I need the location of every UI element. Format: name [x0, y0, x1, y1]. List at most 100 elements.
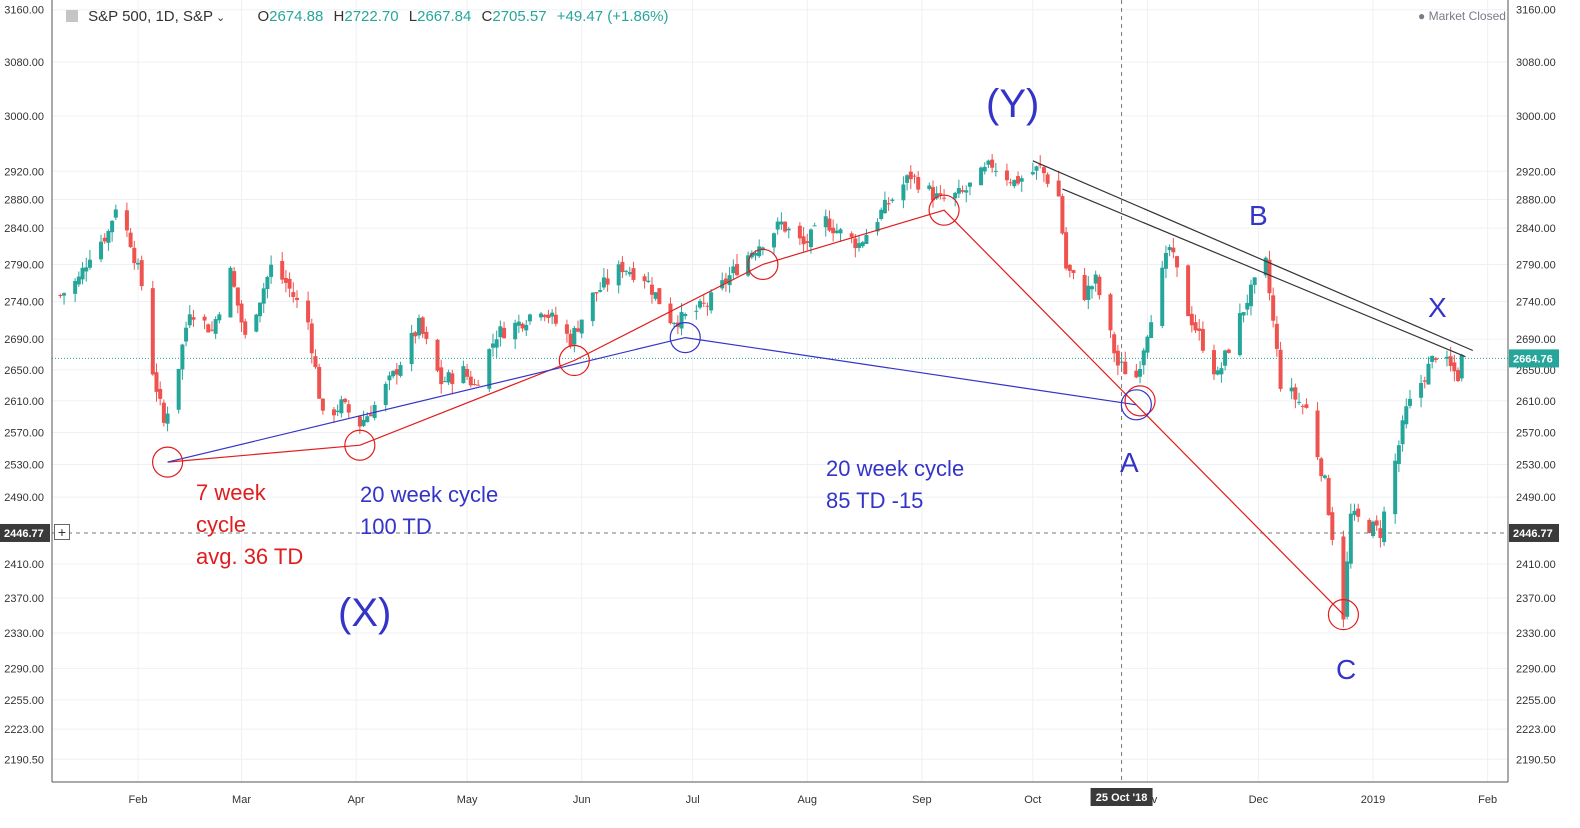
- annotation-wave-y-paren: (Y): [986, 82, 1039, 126]
- candle-body: [705, 305, 710, 307]
- candle-body: [1241, 312, 1246, 316]
- y-tick-label-right: 2330.00: [1516, 628, 1556, 640]
- candle-body: [1456, 370, 1461, 382]
- candle-body: [1108, 294, 1113, 331]
- candle-body: [823, 216, 828, 228]
- candle-body: [546, 314, 551, 318]
- candle-body: [594, 292, 599, 294]
- candle-body: [1089, 286, 1094, 290]
- candle-body: [1123, 361, 1128, 375]
- candle-body: [1064, 232, 1069, 269]
- candle-body: [1319, 458, 1324, 477]
- candle-body: [801, 236, 806, 245]
- annotation-lines: [52, 0, 1508, 782]
- candle-body: [1248, 284, 1253, 307]
- candle-body: [1444, 356, 1449, 359]
- candle-body: [513, 322, 518, 340]
- y-tick-label-right: 3000.00: [1516, 111, 1556, 123]
- y-tick-label-left: 2880.00: [4, 195, 44, 207]
- y-tick-label-right: 2650.00: [1516, 365, 1556, 377]
- candle-body: [527, 314, 532, 322]
- candle-body: [857, 243, 862, 248]
- candle-body: [1030, 172, 1035, 175]
- candle-body: [956, 188, 961, 194]
- candle-body: [1252, 277, 1257, 285]
- candle-body: [879, 209, 884, 219]
- candle-body: [102, 237, 107, 242]
- candle-body: [864, 235, 869, 244]
- trendline-red: [167, 209, 1344, 616]
- annotation-wave-x: X: [1428, 292, 1447, 323]
- candle-body: [942, 197, 947, 199]
- candle-body: [1459, 354, 1464, 379]
- candle-body: [927, 185, 932, 190]
- candle-body: [442, 381, 447, 383]
- candle-body: [627, 272, 632, 275]
- candle-body: [579, 319, 584, 334]
- close-label: C: [481, 8, 493, 25]
- symbol-title[interactable]: S&P 500, 1D, S&P ⌄: [88, 8, 226, 25]
- candle-body: [1297, 401, 1302, 403]
- y-tick-label-right: 2740.00: [1516, 296, 1556, 308]
- annotation-wave-a: A: [1120, 447, 1139, 478]
- annotation-cycle-20w-a: 20 week cycle: [360, 482, 498, 507]
- candle-body: [228, 267, 233, 318]
- price-badge-label: 2664.76: [1513, 353, 1553, 365]
- annotation-cycle-7w: avg. 36 TD: [196, 544, 303, 569]
- candle-body: [132, 247, 137, 264]
- candle-body: [564, 324, 569, 334]
- candle-body: [786, 228, 791, 231]
- candle-body: [727, 275, 732, 286]
- candle-body: [731, 266, 736, 274]
- candle-body: [413, 332, 418, 337]
- y-tick-label-left: 2370.00: [4, 593, 44, 605]
- y-tick-label-right: 2880.00: [1516, 195, 1556, 207]
- y-tick-label-right: 2840.00: [1516, 223, 1556, 235]
- y-tick-label-left: 2740.00: [4, 296, 44, 308]
- x-tick-label: Feb: [129, 794, 148, 806]
- candle-body: [1097, 276, 1102, 296]
- candle-body: [694, 310, 699, 312]
- candle-body: [771, 233, 776, 248]
- candle-body: [668, 303, 673, 324]
- candle-body: [232, 271, 237, 287]
- candle-body: [1060, 196, 1065, 234]
- y-tick-label-right: 3080.00: [1516, 57, 1556, 69]
- candle-body: [916, 177, 921, 190]
- candle-body: [993, 170, 998, 172]
- candle-body: [1082, 274, 1087, 300]
- candle-body: [1067, 264, 1072, 271]
- y-tick-label-left: 2255.00: [4, 695, 44, 707]
- change-value: +49.47 (+1.86%): [556, 8, 669, 25]
- candle-body: [701, 302, 706, 304]
- candle-body: [372, 404, 377, 419]
- candle-body: [646, 280, 651, 283]
- annotation-cycle-20w-b: 85 TD -15: [826, 488, 923, 513]
- candle-body: [520, 323, 525, 329]
- candle-body: [679, 312, 684, 329]
- chevron-down-icon[interactable]: ⌄: [212, 12, 226, 24]
- add-price-button[interactable]: +: [54, 524, 70, 540]
- candle-body: [269, 264, 274, 277]
- annotation-wave-c: C: [1336, 654, 1356, 685]
- candle-body: [553, 314, 558, 324]
- y-tick-label-right: 2920.00: [1516, 166, 1556, 178]
- candle-body: [1367, 519, 1372, 533]
- candle-body: [1374, 520, 1379, 526]
- symbol-logo-icon: [66, 10, 78, 22]
- open-value: 2674.88: [269, 8, 324, 25]
- candle-body: [254, 314, 259, 332]
- candle-body: [1382, 511, 1387, 543]
- x-tick-label: Sep: [912, 794, 932, 806]
- candle-body: [1396, 445, 1401, 465]
- crosshair-date-badge: [1090, 788, 1153, 806]
- candle-body: [1086, 285, 1091, 300]
- y-tick-label-left: 3080.00: [4, 57, 44, 69]
- y-tick-label-left: 3000.00: [4, 111, 44, 123]
- candle-body: [487, 349, 492, 389]
- candle-body: [498, 326, 503, 338]
- price-badge: [1509, 349, 1559, 368]
- candle-body: [1160, 267, 1165, 326]
- candle-body: [1012, 179, 1017, 187]
